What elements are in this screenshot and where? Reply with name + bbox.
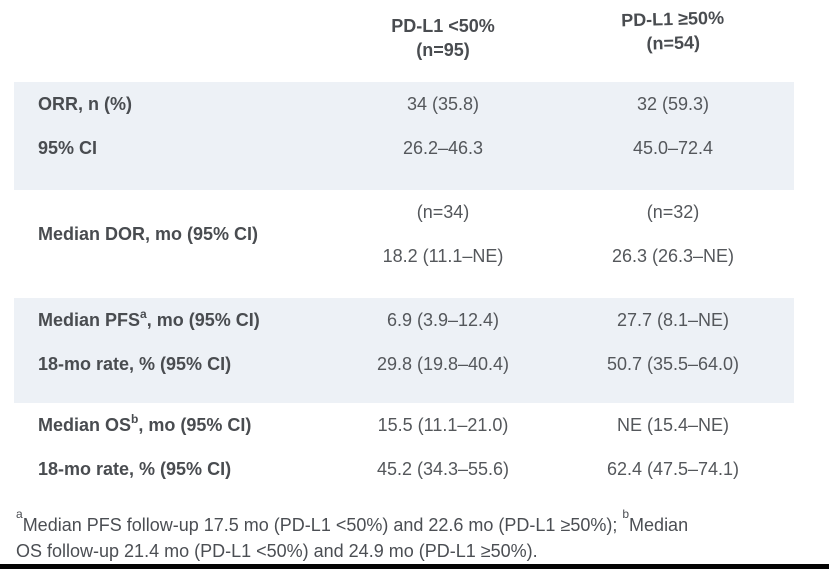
row-label-median-os: Median OS b, mo (95% CI)	[38, 412, 252, 435]
footnote-marker-b: b	[622, 507, 630, 521]
row-label-95ci: 95% CI	[38, 137, 98, 158]
section-os: Median OS b, mo (95% CI) 15.5 (11.1–21.0)…	[14, 403, 794, 492]
label-text: Median PFS	[38, 309, 141, 330]
efficacy-table: PD-L1 <50% (n=95) PD-L1 ≥50% (n=54) ORR,…	[14, 0, 794, 564]
bottom-divider-rule	[0, 564, 829, 569]
cell-pfs-ge50: 27.7 (8.1–NE)	[616, 309, 730, 330]
column-header-n: (n=95)	[416, 40, 470, 60]
label-text: , mo (95% CI)	[138, 414, 252, 435]
cell-pfs-lt50: 6.9 (3.9–12.4)	[386, 309, 500, 330]
cell-95ci-ge50: 45.0–72.4	[632, 137, 714, 158]
footnote-text: Median PFS follow-up 17.5 mo (PD-L1 <50%…	[22, 515, 623, 535]
cell-os-18mo-lt50: 45.2 (34.3–55.6)	[376, 458, 510, 479]
header-empty-cell	[14, 0, 334, 82]
table-footnote: aMedian PFS follow-up 17.5 mo (PD-L1 <50…	[14, 492, 794, 564]
cell-dor-n-lt50: (n=34)	[416, 201, 470, 222]
section-pfs: Median PFS a, mo (95% CI) 6.9 (3.9–12.4) …	[14, 298, 794, 403]
cell-orr-lt50: 34 (35.8)	[406, 93, 480, 114]
cell-os-ge50: NE (15.4–NE)	[616, 414, 730, 435]
cell-dor-n-ge50: (n=32)	[646, 201, 700, 222]
cell-orr-ge50: 32 (59.3)	[636, 93, 710, 114]
column-header-pdl1-ge50: PD-L1 ≥50% (n=54)	[551, 0, 795, 78]
row-label-orr: ORR, n (%)	[38, 93, 132, 114]
column-header-title: PD-L1 ≥50%	[620, 7, 725, 31]
cell-os-18mo-ge50: 62.4 (47.5–74.1)	[606, 458, 740, 479]
column-header-pdl1-lt50: PD-L1 <50% (n=95)	[334, 0, 552, 82]
footnote-text: Median	[629, 515, 689, 535]
footnote-line-1: aMedian PFS follow-up 17.5 mo (PD-L1 <50…	[16, 508, 794, 538]
footnote-line-2: OS follow-up 21.4 mo (PD-L1 <50%) and 24…	[16, 541, 538, 561]
column-header-title: PD-L1 <50%	[391, 16, 495, 36]
row-label-os-18mo-rate: 18-mo rate, % (95% CI)	[38, 458, 232, 479]
cell-pfs-18mo-lt50: 29.8 (19.8–40.4)	[376, 353, 510, 374]
cell-pfs-18mo-ge50: 50.7 (35.5–64.0)	[606, 353, 740, 374]
cell-dor-lt50: 18.2 (11.1–NE)	[382, 245, 504, 266]
label-text: Median OS	[38, 414, 132, 435]
cell-95ci-lt50: 26.2–46.3	[402, 137, 484, 158]
cell-os-lt50: 15.5 (11.1–21.0)	[377, 414, 509, 435]
row-label-median-pfs: Median PFS a, mo (95% CI)	[38, 307, 260, 330]
section-dor: Median DOR, mo (95% CI) (n=34) (n=32) 18…	[14, 190, 794, 298]
section-orr: ORR, n (%) 34 (35.8) 32 (59.3) 95% CI 26…	[14, 82, 794, 190]
row-label-pfs-18mo-rate: 18-mo rate, % (95% CI)	[38, 353, 232, 374]
table-header-row: PD-L1 <50% (n=95) PD-L1 ≥50% (n=54)	[14, 0, 794, 82]
cell-dor-ge50: 26.3 (26.3–NE)	[611, 245, 735, 266]
column-header-n: (n=54)	[646, 32, 701, 54]
row-label-median-dor: Median DOR, mo (95% CI)	[38, 223, 259, 244]
footnote-marker-a: a	[16, 507, 23, 521]
label-text: , mo (95% CI)	[146, 309, 260, 330]
